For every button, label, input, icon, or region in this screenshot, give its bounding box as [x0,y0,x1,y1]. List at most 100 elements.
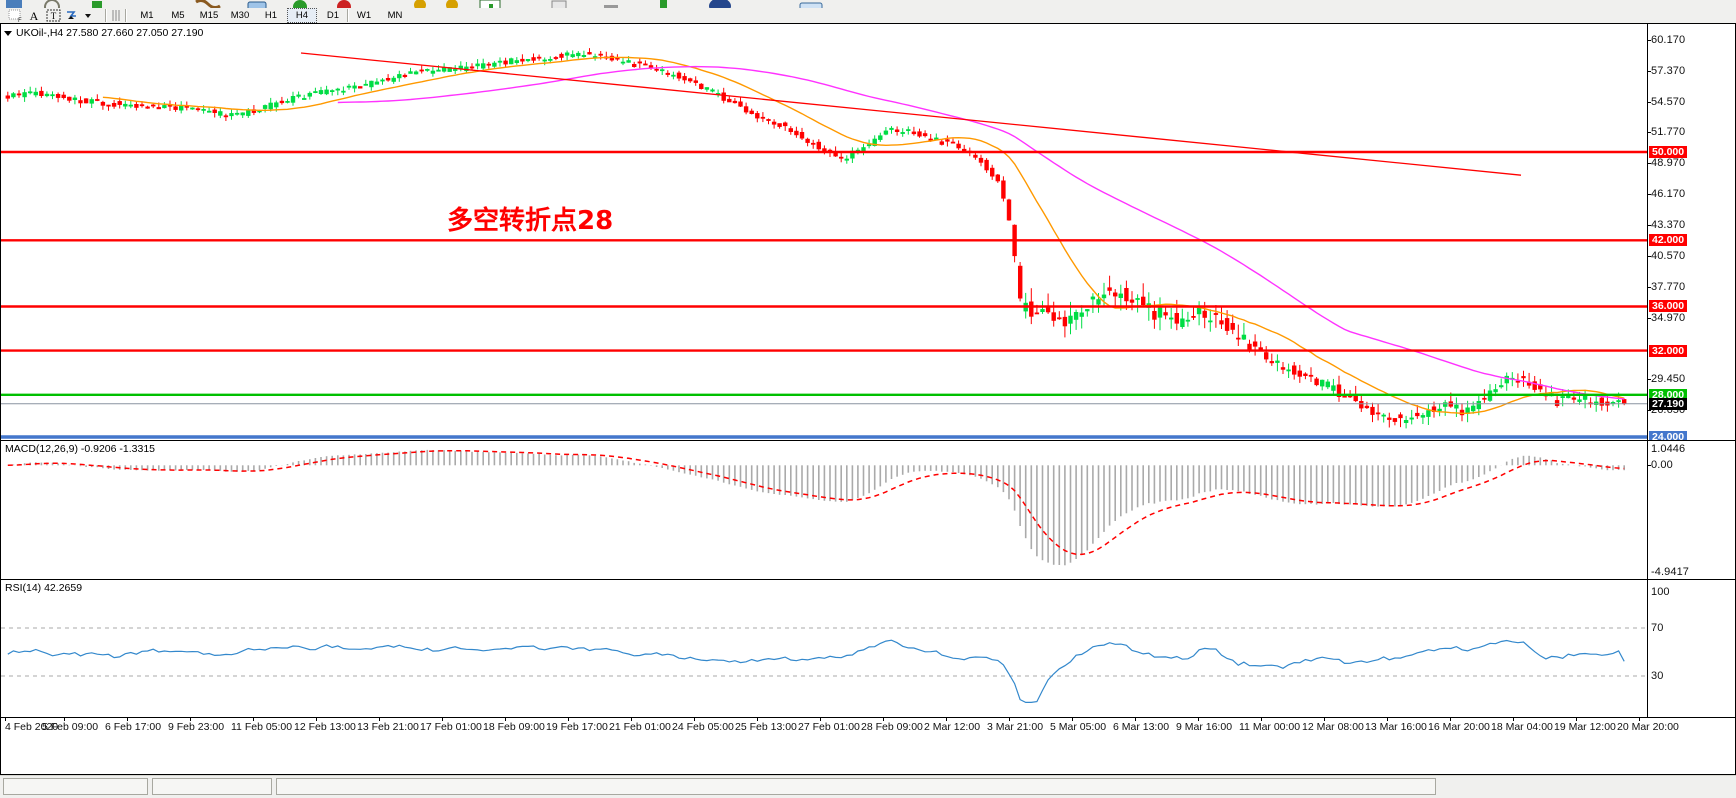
price-tick [1647,225,1651,227]
time-axis-tick [757,718,758,721]
time-axis-label: 3 Mar 21:00 [987,721,1044,733]
macd-tick-label: 1.0446 [1651,443,1686,455]
time-axis-label: 25 Feb 13:00 [735,721,797,733]
timeframe-button-m5[interactable]: M5 [171,10,185,21]
time-axis-label: 19 Feb 17:00 [546,721,608,733]
price-tick [1647,132,1651,134]
chart-area[interactable]: UKOil-,H4 27.580 27.660 27.050 27.190 多空… [0,23,1736,775]
timeframe-group: M1 M5 M15 M30 H1 H4 D1 W1 MN [132,8,411,23]
timeframe-button-m30[interactable]: M30 [230,10,250,21]
time-axis-tick [1576,718,1577,721]
time-axis-label: 6 Mar 13:00 [1113,721,1170,733]
time-axis-tick [253,718,254,721]
price-tick-label: 54.570 [1651,95,1686,108]
timeframe-button-mn[interactable]: MN [387,10,403,21]
grid-icon[interactable] [110,8,129,23]
time-axis-label: 9 Feb 23:00 [168,721,225,733]
timeframe-button-m1[interactable]: M1 [140,10,154,21]
svg-text:T: T [51,11,57,21]
macd-axis: 1.0446 0.00 -4.9417 [1647,441,1735,579]
price-tick-label: 48.970 [1651,157,1686,170]
time-axis-tick [1135,718,1136,721]
time-axis-tick [1261,718,1262,721]
price-pane[interactable]: UKOil-,H4 27.580 27.660 27.050 27.190 多空… [1,24,1735,443]
time-axis-label: 24 Feb 05:00 [672,721,734,733]
chevron-down-icon[interactable] [82,8,93,23]
time-axis-label: 28 Feb 09:00 [861,721,923,733]
toolbar: F A T [0,0,1736,23]
rsi-tick-label: 30 [1651,670,1664,682]
status-cell-3 [276,778,1436,795]
symbol-dropdown-icon[interactable] [4,30,12,36]
time-axis-tick [1387,718,1388,721]
time-axis-label: 4 Feb 2020 [5,721,59,733]
timeframe-button-w1[interactable]: W1 [356,10,372,21]
time-axis-tick [820,718,821,721]
time-axis[interactable]: 4 Feb 2020 5 Feb 09:00 6 Feb 17:00 9 Feb 23… [1,717,1735,740]
time-axis-tick [505,718,506,721]
text-label-icon[interactable]: A [25,8,44,23]
time-axis-tick [694,718,695,721]
status-bar [0,775,1736,798]
price-tick [1647,101,1651,103]
time-axis-label: 20 Mar 20:00 [1617,721,1679,733]
price-axis-line [1647,24,1648,440]
timeframe-button-h1[interactable]: H1 [264,10,278,21]
crosshair-icon[interactable]: F [6,8,25,23]
rsi-axis: 100 70 30 [1647,580,1735,717]
timeframe-button-m15[interactable]: M15 [199,10,219,21]
macd-tick-label: 0.00 [1651,459,1673,472]
price-tick [1647,286,1651,288]
rsi-tick-label: 70 [1651,622,1664,634]
price-tick [1647,317,1651,319]
symbol-header: UKOil-,H4 27.580 27.660 27.050 27.190 [4,27,203,39]
price-tick-label: 60.170 [1651,33,1686,46]
level-label-32-000[interactable]: 32.000 [1649,344,1688,357]
current-price-label: 27.190 [1649,397,1688,410]
time-axis-tick [442,718,443,721]
price-tick [1647,378,1651,380]
macd-tick [1647,465,1651,467]
time-axis-label: 11 Mar 00:00 [1239,721,1301,733]
macd-axis-line [1647,441,1648,579]
grid-toggle-group [110,8,129,23]
time-axis-label: 2 Mar 12:00 [924,721,981,733]
rsi-pane[interactable]: RSI(14) 42.2659 100 70 30 [1,579,1735,717]
level-label-42-000[interactable]: 42.000 [1649,234,1688,247]
price-tick [1647,409,1651,411]
objects-list-icon[interactable] [63,8,82,23]
price-tick [1647,39,1651,41]
time-axis-label: 27 Feb 01:00 [798,721,860,733]
time-axis-label: 11 Feb 05:00 [231,721,293,733]
time-axis-tick [568,718,569,721]
time-axis-label: 16 Mar 20:00 [1428,721,1490,733]
macd-canvas [7,449,1625,566]
time-axis-label: 5 Feb 09:00 [42,721,99,733]
price-tick [1647,194,1651,196]
rsi-canvas [1,627,1647,703]
level-label-36-000[interactable]: 36.000 [1649,300,1688,313]
price-chart-canvas[interactable] [1,24,1647,440]
price-tick-label: 29.450 [1651,372,1686,385]
macd-tick-label: -4.9417 [1651,566,1690,578]
price-tick [1647,256,1651,258]
status-cell-1 [3,778,148,795]
price-tick-label: 51.770 [1651,126,1686,139]
timeframe-button-h4[interactable]: H4 [287,8,317,23]
time-axis-label: 12 Feb 13:00 [294,721,356,733]
text-box-icon[interactable]: T [44,8,63,23]
macd-pane[interactable]: MACD(12,26,9) -0.9206 -1.3315 1.0446 0.00… [1,440,1735,579]
time-axis-label: 9 Mar 16:00 [1176,721,1233,733]
time-axis-label: 18 Feb 09:00 [483,721,545,733]
price-axis[interactable]: 60.170 57.370 54.570 51.770 48.970 46.170 43.3… [1647,24,1735,443]
time-axis-tick [1513,718,1514,721]
time-axis-tick [64,718,65,721]
level-label-50-000[interactable]: 50.000 [1649,146,1688,158]
chart-annotation-text: 多空转折点28 [447,206,614,236]
time-axis-tick [316,718,317,721]
timeframe-button-d1[interactable]: D1 [326,10,340,21]
status-cell-2 [152,778,272,795]
toolbar-row: F A T [0,8,1736,23]
toolbar-icon-strip [0,0,1736,8]
